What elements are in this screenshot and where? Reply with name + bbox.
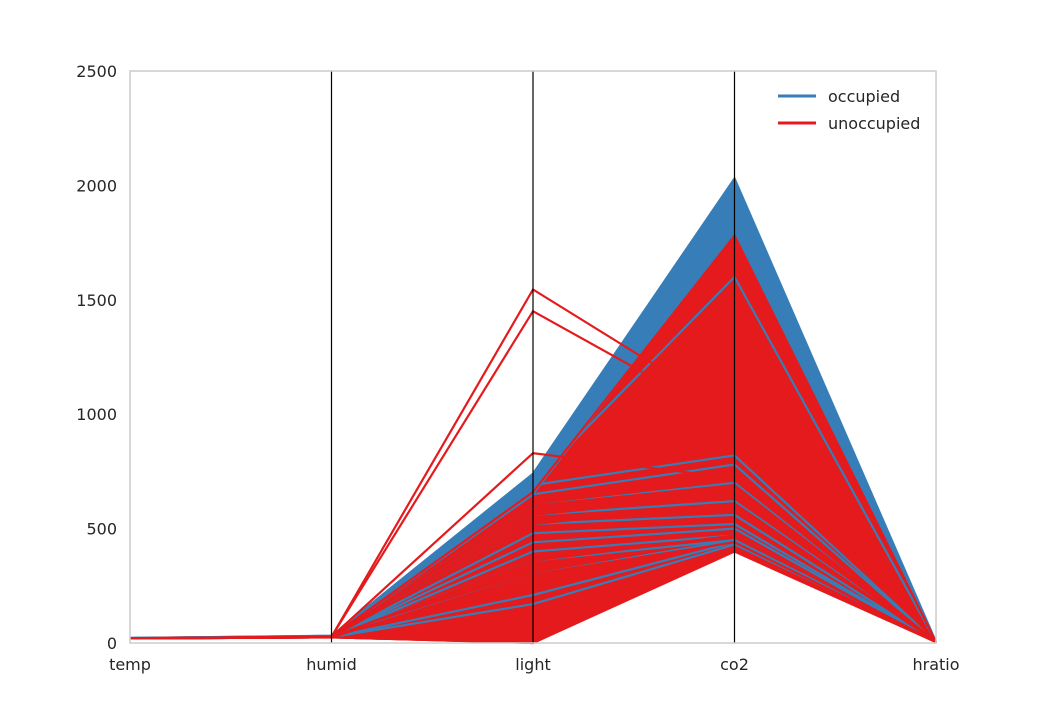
axis-label-hratio: hratio	[912, 655, 959, 674]
axis-label-humid: humid	[306, 655, 356, 674]
y-tick-labels: 0 500 1000 1500 2000 2500	[76, 62, 117, 653]
y-tick-500: 500	[86, 520, 117, 539]
axis-label-co2: co2	[720, 655, 749, 674]
y-tick-1000: 1000	[76, 405, 117, 424]
axis-label-temp: temp	[109, 655, 151, 674]
y-tick-2500: 2500	[76, 62, 117, 81]
vertical-axes	[330, 71, 736, 643]
axis-labels: temp humid light co2 hratio	[109, 655, 959, 674]
y-tick-0: 0	[107, 634, 117, 653]
plot-frame	[129, 70, 937, 644]
y-tick-1500: 1500	[76, 291, 117, 310]
legend-label-unoccupied: unoccupied	[828, 114, 920, 133]
axis-label-light: light	[515, 655, 550, 674]
y-tick-2000: 2000	[76, 176, 117, 195]
legend-label-occupied: occupied	[828, 87, 900, 106]
legend: occupied unoccupied	[778, 87, 920, 133]
